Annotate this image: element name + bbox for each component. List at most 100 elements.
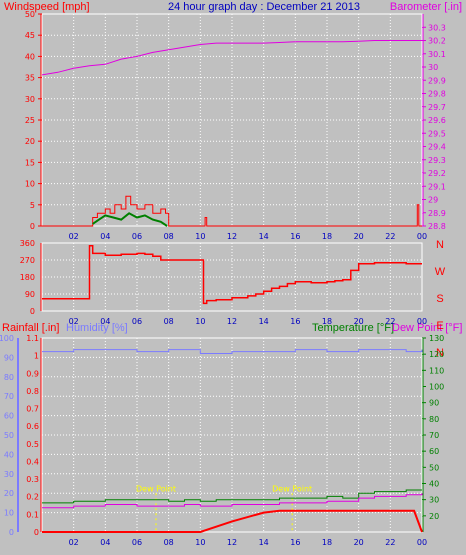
rainfall-line — [42, 509, 423, 533]
rainfall-tick-label: 0.6 — [26, 422, 39, 431]
barometer-tick-label: 29.3 — [428, 156, 446, 165]
windspeed-tick-label: 20 — [25, 137, 35, 146]
windspeed-tick-label: 10 — [25, 180, 35, 189]
temperature-tick-label: 130 — [429, 334, 444, 343]
humidity-tick-label: 90 — [4, 353, 14, 362]
rainfall-tick-label: 0.8 — [26, 387, 39, 396]
windspeed-tick-label: 40 — [25, 52, 35, 61]
barometer-tick-label: 29 — [428, 196, 438, 205]
temperature-tick-label: 90 — [429, 399, 439, 408]
barometer-tick-label: 30.1 — [428, 50, 446, 59]
compass-label: N — [436, 347, 444, 359]
rainfall-tick-label: 0.3 — [26, 475, 39, 484]
barometer-tick-label: 28.8 — [428, 222, 446, 231]
x-tick-label: 02 — [69, 538, 79, 547]
x-tick-label: 22 — [385, 317, 395, 326]
rainfall-tick-label: 0.9 — [26, 369, 39, 378]
temperature-tick-label: 50 — [429, 463, 439, 472]
humidity-line — [42, 349, 423, 354]
compass-label: W — [435, 266, 446, 278]
x-tick-label: 20 — [354, 538, 364, 547]
x-tick-label: 08 — [164, 232, 174, 241]
barometer-tick-label: 29.5 — [428, 129, 446, 138]
x-tick-label: 06 — [132, 317, 142, 326]
wind-average-line — [92, 212, 168, 227]
x-tick-label: 06 — [132, 232, 142, 241]
rainfall-tick-label: 0 — [34, 528, 39, 537]
x-tick-label: 22 — [385, 538, 395, 547]
humidity-tick-label: 100 — [0, 334, 14, 343]
windspeed-line — [42, 195, 422, 227]
windspeed-tick-label: 30 — [25, 95, 35, 104]
rainfall-axis-title: Rainfall [.in] — [2, 322, 59, 334]
humidity-tick-label: 10 — [4, 509, 14, 518]
rainfall-tick-label: 0.5 — [26, 440, 39, 449]
temperature-tick-label: 70 — [429, 431, 439, 440]
x-tick-label: 20 — [354, 232, 364, 241]
x-tick-label: 22 — [385, 232, 395, 241]
barometer-tick-label: 29.9 — [428, 76, 446, 85]
windspeed-tick-label: 35 — [25, 74, 35, 83]
x-tick-label: 00 — [417, 538, 427, 547]
dewpoint-line — [42, 493, 423, 509]
rainfall-tick-label: 1.1 — [26, 334, 39, 343]
x-tick-label: 06 — [132, 538, 142, 547]
wind-direction-tick-label: 360 — [20, 239, 35, 248]
chart-marks: 0510152025303540455028.828.92929.129.229… — [0, 10, 446, 547]
windspeed-axis-title: Windspeed [mph] — [4, 1, 90, 13]
barometer-tick-label: 29.6 — [428, 116, 446, 125]
barometer-axis-title: Barometer [.in] — [390, 1, 462, 13]
x-tick-label: 14 — [259, 317, 269, 326]
x-tick-label: 10 — [195, 232, 205, 241]
dewpoint-annotation-label: Dew Point — [136, 484, 176, 493]
x-tick-label: 18 — [322, 317, 332, 326]
barometer-tick-label: 29.1 — [428, 182, 446, 191]
x-tick-label: 18 — [322, 538, 332, 547]
x-tick-label: 04 — [100, 538, 110, 547]
x-tick-label: 00 — [417, 232, 427, 241]
x-tick-label: 12 — [227, 317, 237, 326]
rainfall-tick-label: 0.1 — [26, 510, 39, 519]
x-tick-label: 10 — [195, 538, 205, 547]
x-tick-label: 02 — [69, 232, 79, 241]
compass-label: E — [436, 320, 443, 332]
dewpoint-annotation-label: Dew Point — [272, 484, 312, 493]
x-tick-label: 12 — [227, 538, 237, 547]
windspeed-tick-label: 25 — [25, 116, 35, 125]
temperature-tick-label: 80 — [429, 415, 439, 424]
x-tick-label: 16 — [290, 317, 300, 326]
rainfall-tick-label: 0.4 — [26, 457, 39, 466]
barometer-tick-label: 30.2 — [428, 37, 446, 46]
x-tick-label: 16 — [290, 538, 300, 547]
barometer-tick-label: 29.7 — [428, 103, 446, 112]
x-tick-label: 04 — [100, 317, 110, 326]
rainfall-tick-label: 0.2 — [26, 493, 39, 502]
x-tick-label: 14 — [259, 538, 269, 547]
x-tick-label: 14 — [259, 232, 269, 241]
humidity-tick-label: 50 — [4, 431, 14, 440]
windspeed-tick-label: 50 — [25, 10, 35, 19]
x-tick-label: 10 — [195, 317, 205, 326]
windspeed-tick-label: 5 — [30, 201, 35, 210]
compass-label: S — [436, 293, 443, 305]
x-tick-label: 08 — [164, 538, 174, 547]
rainfall-tick-label: 0.7 — [26, 405, 39, 414]
wind-direction-tick-label: 180 — [20, 273, 35, 282]
humidity-tick-label: 30 — [4, 470, 14, 479]
temperature-tick-label: 110 — [429, 366, 444, 375]
barometer-tick-label: 28.9 — [428, 209, 446, 218]
x-tick-label: 20 — [354, 317, 364, 326]
wind-direction-tick-label: 0 — [30, 307, 35, 316]
temperature-tick-label: 40 — [429, 480, 439, 489]
temperature-line — [42, 489, 422, 504]
humidity-tick-label: 80 — [4, 373, 14, 382]
x-tick-label: 12 — [227, 232, 237, 241]
dewpoint-axis-title: Dew Point [°F] — [392, 322, 462, 334]
humidity-tick-label: 20 — [4, 489, 14, 498]
temperature-tick-label: 60 — [429, 447, 439, 456]
humidity-tick-label: 60 — [4, 412, 14, 421]
temperature-tick-label: 120 — [429, 350, 444, 359]
x-tick-label: 00 — [417, 317, 427, 326]
wind-direction-line — [42, 245, 422, 305]
